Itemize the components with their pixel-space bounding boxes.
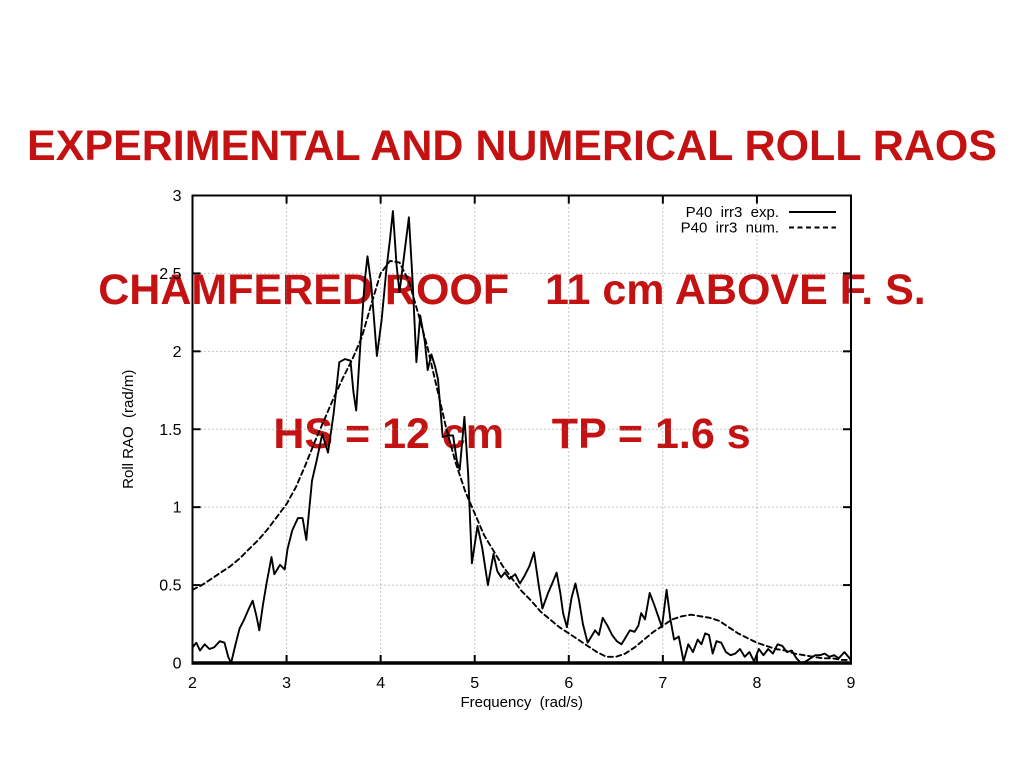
x-tick-label-2: 2 xyxy=(188,675,197,692)
x-axis-title: Frequency (rad/s) xyxy=(460,694,583,711)
series-line-num xyxy=(191,259,852,661)
x-tick-label-7: 7 xyxy=(658,675,667,692)
y-tick-label-2.5: 2.5 xyxy=(159,266,181,283)
y-tick-label-0.5: 0.5 xyxy=(159,578,181,595)
x-tick-label-4: 4 xyxy=(376,675,385,692)
y-tick-label-1: 1 xyxy=(173,500,182,517)
y-tick-label-1.5: 1.5 xyxy=(159,422,181,439)
x-tick-label-8: 8 xyxy=(752,675,761,692)
x-tick-label-9: 9 xyxy=(847,675,856,692)
legend-label-exp: P40 irr3 exp. xyxy=(686,204,779,221)
slide-title-line-1: EXPERIMENTAL AND NUMERICAL ROLL RAOS xyxy=(27,122,997,170)
x-tick-label-3: 3 xyxy=(282,675,291,692)
y-tick-label-3: 3 xyxy=(173,188,182,205)
plot-border xyxy=(191,194,852,664)
slide-title: EXPERIMENTAL AND NUMERICAL ROLL RAOS CHA… xyxy=(0,26,1024,554)
y-axis-title: Roll RAO (rad/m) xyxy=(120,370,137,489)
x-tick-label-6: 6 xyxy=(564,675,573,692)
x-tick-label-5: 5 xyxy=(470,675,479,692)
legend-label-num: P40 irr3 num. xyxy=(681,220,779,237)
y-tick-label-2: 2 xyxy=(173,344,182,361)
y-tick-label-0: 0 xyxy=(173,656,182,673)
series-line-exp xyxy=(191,210,852,664)
